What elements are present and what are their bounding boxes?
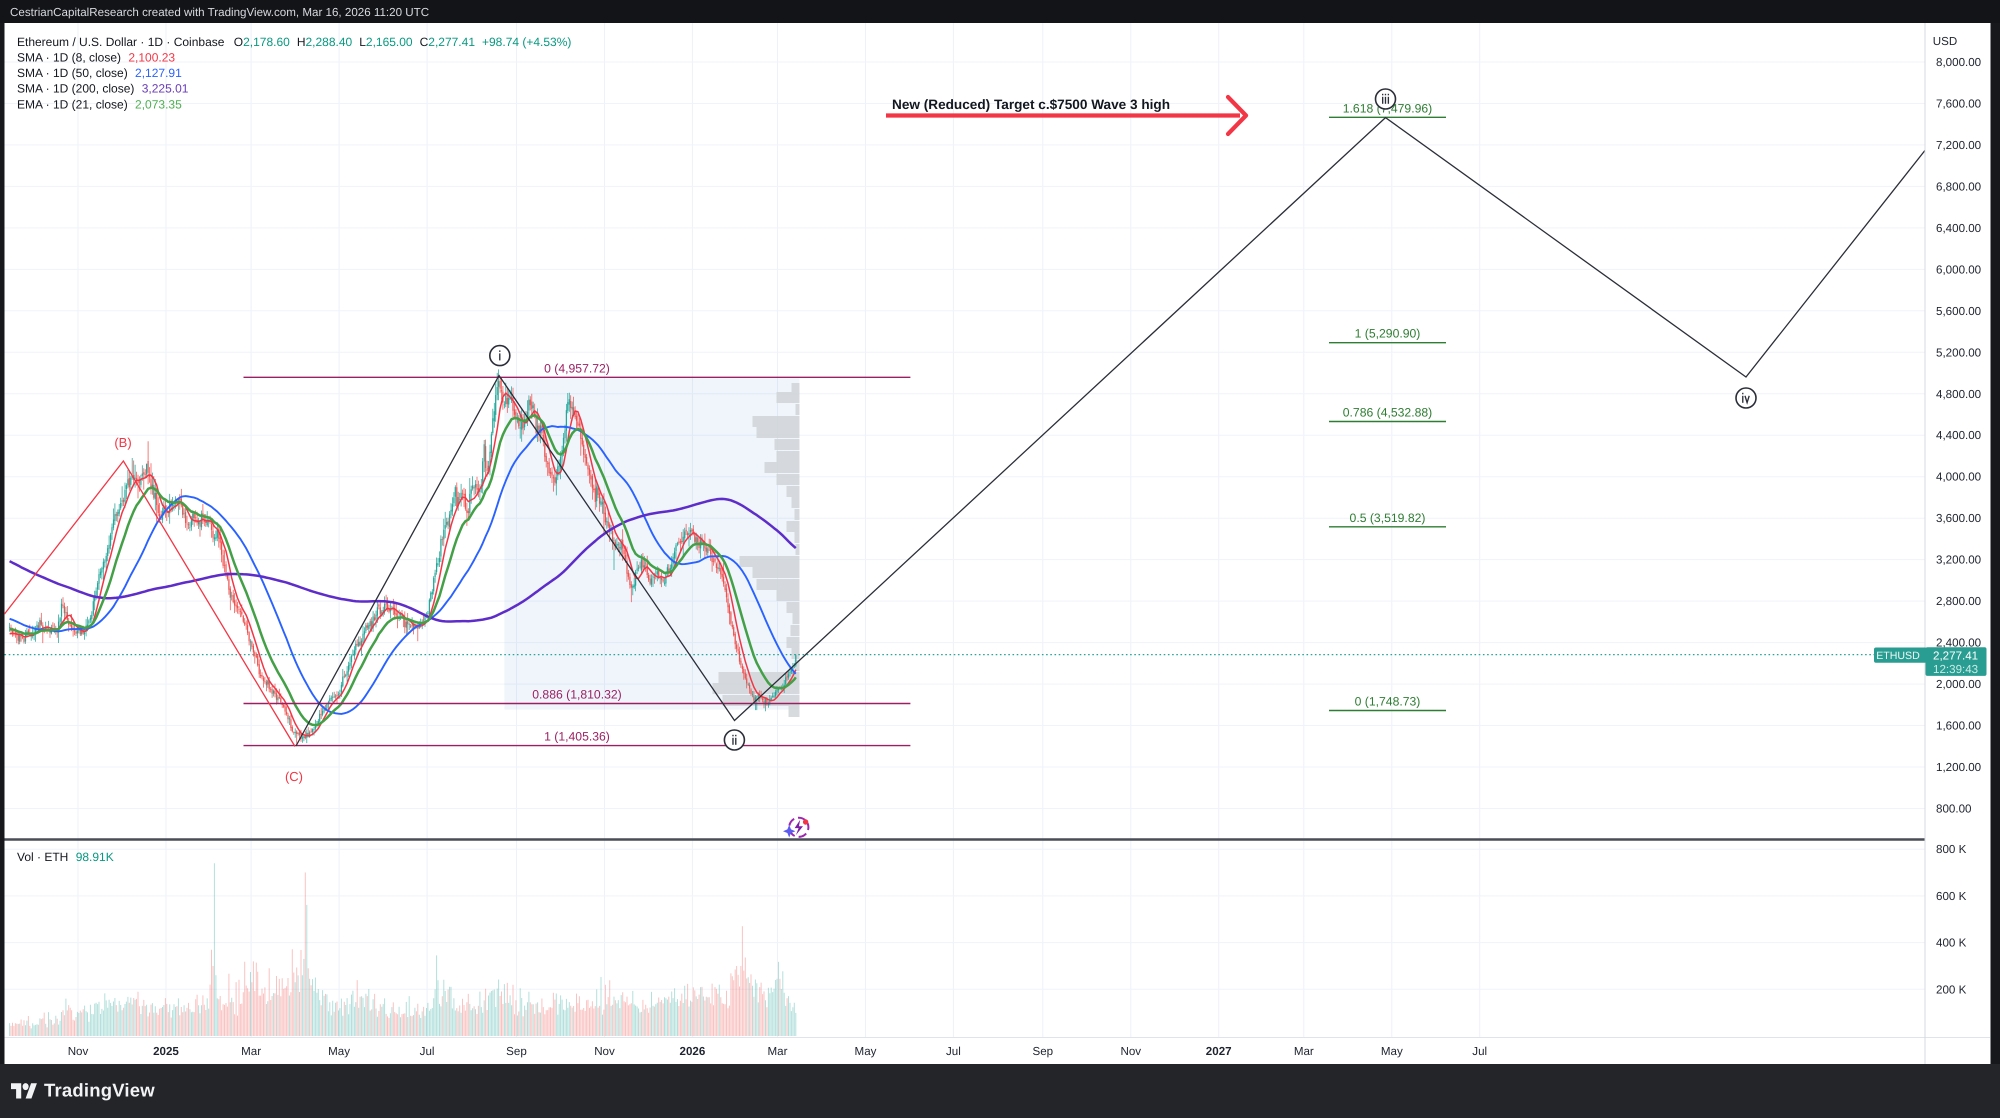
svg-text:Mar: Mar [1294,1045,1314,1058]
svg-text:1,200.00: 1,200.00 [1936,761,1981,774]
svg-text:Mar: Mar [768,1045,788,1058]
svg-text:(C): (C) [285,769,303,784]
svg-text:7,200.00: 7,200.00 [1936,139,1981,152]
svg-text:0.5 (3,519.82): 0.5 (3,519.82) [1350,511,1426,525]
svg-text:4,800.00: 4,800.00 [1936,388,1981,401]
svg-text:TradingView: TradingView [44,1080,155,1101]
svg-text:2,000.00: 2,000.00 [1936,678,1981,691]
svg-text:EMA · 1D (21, close) 2,073.35: EMA · 1D (21, close) 2,073.35 [17,97,182,111]
svg-text:2026: 2026 [680,1045,706,1058]
svg-text:May: May [1381,1045,1403,1058]
svg-text:6,800.00: 6,800.00 [1936,180,1981,193]
svg-text:(B): (B) [114,435,131,450]
svg-text:0 (1,748.73): 0 (1,748.73) [1355,695,1421,709]
svg-text:3,200.00: 3,200.00 [1936,554,1981,567]
svg-text:Nov: Nov [594,1045,615,1058]
svg-text:0.786 (4,532.88): 0.786 (4,532.88) [1343,406,1432,420]
svg-text:SMA · 1D (8, close) 2,100.23: SMA · 1D (8, close) 2,100.23 [17,51,175,65]
svg-text:Nov: Nov [1120,1045,1141,1058]
svg-text:Jul: Jul [420,1045,435,1058]
svg-text:2025: 2025 [153,1045,179,1058]
svg-text:8,000.00: 8,000.00 [1936,56,1981,69]
svg-text:2,277.41: 2,277.41 [1933,649,1978,662]
svg-text:May: May [855,1045,877,1058]
svg-text:1,600.00: 1,600.00 [1936,720,1981,733]
svg-text:1 (5,290.90): 1 (5,290.90) [1355,327,1421,341]
svg-text:7,600.00: 7,600.00 [1936,98,1981,111]
svg-text:SMA · 1D (200, close) 3,225.01: SMA · 1D (200, close) 3,225.01 [17,82,189,96]
svg-text:Mar: Mar [241,1045,261,1058]
svg-text:6,400.00: 6,400.00 [1936,222,1981,235]
svg-text:2,400.00: 2,400.00 [1936,637,1981,650]
svg-text:Nov: Nov [68,1045,89,1058]
svg-text:0.886 (1,810.32): 0.886 (1,810.32) [532,688,621,702]
svg-text:1 (1,405.36): 1 (1,405.36) [544,730,610,744]
svg-text:4,000.00: 4,000.00 [1936,471,1981,484]
svg-text:May: May [328,1045,350,1058]
svg-text:Sep: Sep [506,1045,527,1058]
svg-text:800 K: 800 K [1936,843,1967,856]
svg-text:CestrianCapitalResearch create: CestrianCapitalResearch created with Tra… [10,6,429,19]
svg-text:2027: 2027 [1206,1045,1232,1058]
svg-text:800.00: 800.00 [1936,803,1971,816]
svg-text:New (Reduced) Target c.$7500 W: New (Reduced) Target c.$7500 Wave 3 high [892,97,1170,112]
svg-text:12:39:43: 12:39:43 [1933,663,1978,676]
svg-text:2,800.00: 2,800.00 [1936,595,1981,608]
svg-text:SMA · 1D (50, close) 2,127.91: SMA · 1D (50, close) 2,127.91 [17,66,182,80]
svg-text:600 K: 600 K [1936,890,1967,903]
svg-text:200 K: 200 K [1936,983,1967,996]
svg-text:3,600.00: 3,600.00 [1936,512,1981,525]
svg-text:0 (4,957.72): 0 (4,957.72) [544,361,610,375]
svg-text:Jul: Jul [946,1045,961,1058]
svg-text:5,200.00: 5,200.00 [1936,346,1981,359]
svg-text:4,400.00: 4,400.00 [1936,429,1981,442]
svg-text:ETHUSD: ETHUSD [1876,650,1920,662]
svg-text:USD: USD [1933,35,1957,48]
svg-text:Vol · ETH 98.91K: Vol · ETH 98.91K [17,850,114,864]
svg-text:Ethereum / U.S. Dollar · 1D ·: Ethereum / U.S. Dollar · 1D · Coinbase O… [17,35,571,49]
svg-text:6,000.00: 6,000.00 [1936,263,1981,276]
svg-text:5,600.00: 5,600.00 [1936,305,1981,318]
svg-text:Jul: Jul [1472,1045,1487,1058]
svg-text:400 K: 400 K [1936,937,1967,950]
svg-text:Sep: Sep [1032,1045,1053,1058]
